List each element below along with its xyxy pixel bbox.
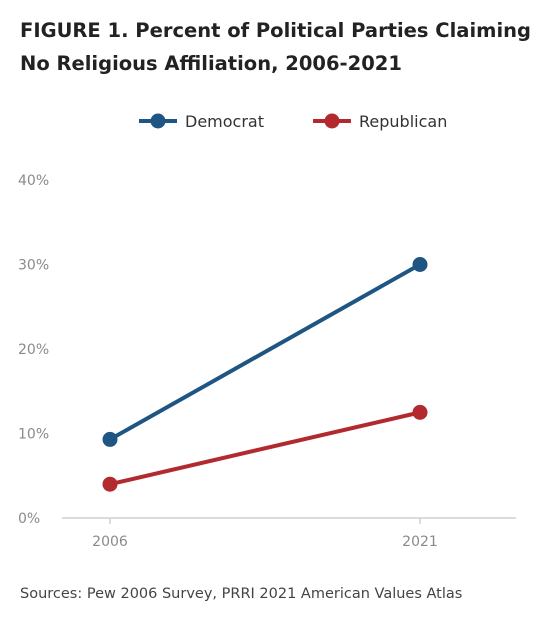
data-point-republican-2006 xyxy=(102,476,118,492)
y-tick-label-10: 10% xyxy=(18,427,49,443)
chart-title: FIGURE 1. Percent of Political Parties C… xyxy=(20,14,531,80)
legend-label-democrat: Democrat xyxy=(185,111,264,131)
chart-title-line-2: No Religious Affiliation, 2006-2021 xyxy=(20,52,402,75)
chart-legend: Democrat Republican xyxy=(0,108,536,134)
data-point-republican-2021 xyxy=(412,404,428,420)
series-line-democrat xyxy=(108,262,422,442)
chart-title-line-1: FIGURE 1. Percent of Political Parties C… xyxy=(20,19,531,42)
y-tick-label-30: 30% xyxy=(18,258,49,274)
y-tick-label-40: 40% xyxy=(18,173,49,189)
data-point-democrat-2021 xyxy=(412,257,428,272)
y-tick-label-20: 20% xyxy=(18,342,49,358)
chart-source: Sources: Pew 2006 Survey, PRRI 2021 Amer… xyxy=(20,586,463,602)
x-tick-label-2021: 2021 xyxy=(402,534,438,550)
legend-label-republican: Republican xyxy=(359,111,448,131)
legend-swatch-democrat xyxy=(139,113,177,129)
legend-item-republican: Republican xyxy=(312,108,447,134)
x-tick-label-2006: 2006 xyxy=(92,534,128,550)
y-tick-label-0: 0% xyxy=(18,511,40,527)
series-line-republican xyxy=(108,410,422,487)
legend-swatch-republican xyxy=(313,113,351,129)
legend-item-democrat: Democrat xyxy=(138,108,264,134)
data-point-democrat-2006 xyxy=(102,431,118,447)
